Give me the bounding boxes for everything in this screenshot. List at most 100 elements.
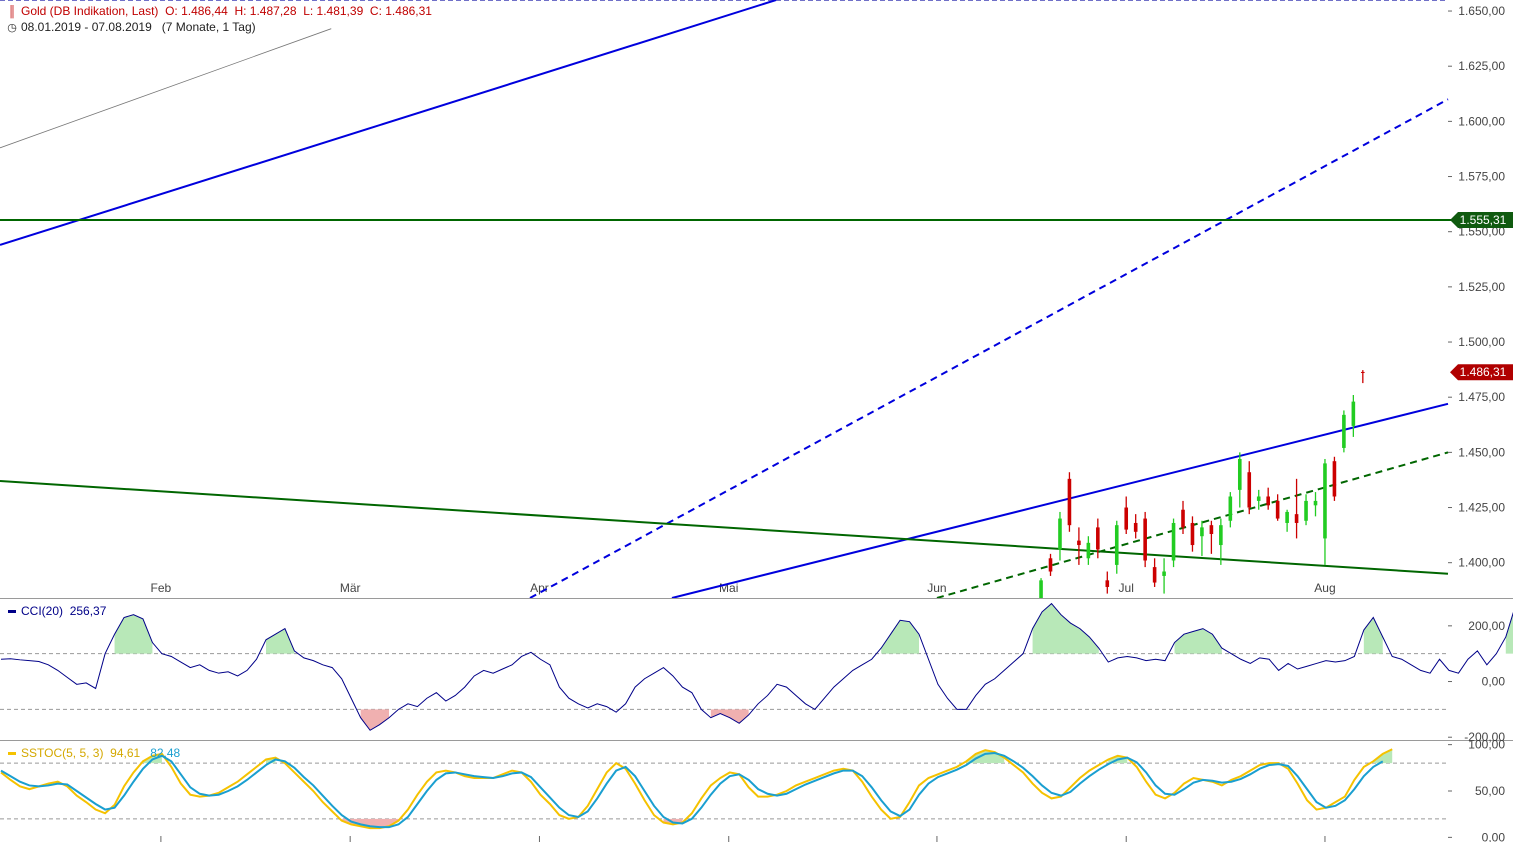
- trendlines: [0, 0, 1449, 598]
- period-label: (7 Monate, 1 Tag): [161, 20, 256, 34]
- cci-legend: CCI(20) 256,37: [8, 604, 106, 618]
- month-label: Jun: [927, 581, 946, 595]
- month-label: Apr: [530, 581, 549, 595]
- stoch-swatch: [8, 752, 16, 756]
- month-label: Aug: [1314, 581, 1335, 595]
- candle-body: [1237, 458, 1242, 490]
- trendline: [0, 0, 777, 246]
- stoch-tick-label: 0,00: [1482, 830, 1506, 842]
- cci-line: [0, 602, 1513, 731]
- month-label: Jul: [1119, 581, 1134, 595]
- price-tick-label: 1.625,00: [1458, 59, 1505, 73]
- price-tick-label: 1.575,00: [1458, 170, 1505, 184]
- cci-fill-overbought: [1363, 617, 1383, 654]
- cci-fill-oversold: [710, 709, 749, 724]
- candle-body: [1342, 414, 1346, 448]
- price-tick-label: 1.600,00: [1458, 114, 1505, 128]
- candle-body: [1285, 511, 1289, 523]
- candle-body: [1124, 507, 1129, 530]
- candle-body: [1171, 522, 1176, 561]
- instrument-name: Gold (DB Indikation, Last): [21, 4, 159, 18]
- candle-body: [1162, 571, 1166, 576]
- stoch-fill-overbought: [1373, 749, 1393, 764]
- candle-body: [1096, 527, 1100, 550]
- cci-fill-oversold: [360, 709, 390, 731]
- cci-tick-label: 200,00: [1468, 619, 1505, 633]
- price-tick-label: 1.650,00: [1458, 4, 1505, 18]
- candle-body: [1219, 525, 1223, 546]
- candle-body: [1266, 496, 1270, 506]
- candle-body: [1114, 525, 1119, 565]
- candle-body: [1228, 496, 1233, 521]
- candle-body: [1209, 525, 1214, 535]
- candle-body: [1152, 567, 1157, 583]
- level-badge: [1450, 211, 1513, 228]
- cci-name: CCI(20): [21, 604, 64, 618]
- candle-body: [1304, 500, 1308, 521]
- candle-body: [1361, 371, 1365, 373]
- price-tick-label: 1.450,00: [1458, 445, 1505, 459]
- month-label: Mär: [340, 581, 361, 595]
- candle-body: [1200, 527, 1204, 537]
- stoch-line-d: [0, 751, 1384, 829]
- trendline: [0, 480, 1449, 575]
- candle-body: [1313, 500, 1318, 506]
- candle-body: [1247, 472, 1252, 508]
- stoch-tick-label: 100,00: [1468, 738, 1505, 752]
- candlestick-icon: ║: [8, 6, 16, 18]
- ohlc-low: L: 1.481,39: [303, 4, 364, 18]
- stoch-line-k: [0, 748, 1393, 830]
- candle-body: [1323, 463, 1327, 539]
- cci-fill-overbought: [1032, 603, 1099, 654]
- candle-body: [1351, 401, 1356, 426]
- cci-fill-overbought: [1174, 628, 1222, 654]
- cci-tick-label: 0,00: [1482, 675, 1506, 689]
- candle-body: [1181, 509, 1185, 528]
- price-tick-label: 1.425,00: [1458, 501, 1505, 515]
- stoch-legend: SSTOC(5, 5, 3) 94,61 82,48: [8, 746, 180, 760]
- stoch-fill-oversold: [341, 818, 399, 829]
- trendline: [671, 402, 1449, 598]
- candle-body: [1190, 522, 1195, 546]
- candle-body: [1294, 514, 1299, 523]
- candle-body: [1048, 558, 1053, 572]
- candle-body: [1143, 518, 1147, 561]
- candle-body: [1077, 540, 1081, 546]
- date-range: 08.01.2019 - 07.08.2019: [21, 20, 152, 34]
- cci-fill-overbought: [881, 620, 920, 654]
- ohlc-open: O: 1.486,44: [165, 4, 228, 18]
- price-tick-label: 1.475,00: [1458, 390, 1505, 404]
- cci-value: 256,37: [69, 604, 107, 618]
- candle-body: [1332, 461, 1337, 497]
- last-price-badge: [1450, 364, 1513, 381]
- candle-body: [1256, 496, 1261, 501]
- cci-fill-overbought: [114, 614, 153, 654]
- price-tick-label: 1.500,00: [1458, 335, 1505, 349]
- cci-tick-label: -200,00: [1464, 730, 1505, 744]
- candles: [1039, 370, 1365, 598]
- candle-body: [1067, 478, 1072, 526]
- candle-body: [1086, 542, 1091, 559]
- cci-fill-overbought: [1505, 613, 1513, 654]
- ohlc-close: C: 1.486,31: [369, 4, 432, 18]
- price-tick-label: 1.525,00: [1458, 280, 1505, 294]
- stoch-tick-label: 50,00: [1475, 784, 1505, 798]
- trendline: [529, 98, 1449, 598]
- ohlc-high: H: 1.487,28: [234, 4, 297, 18]
- stoch-d-value: 82,48: [150, 746, 181, 760]
- month-label: Feb: [151, 581, 172, 595]
- price-tick-label: 1.550,00: [1458, 225, 1505, 239]
- price-tick-label: 1.400,00: [1458, 556, 1505, 570]
- stoch-name: SSTOC(5, 5, 3): [21, 746, 104, 760]
- instrument-info: ║ Gold (DB Indikation, Last) O: 1.486,44 …: [6, 4, 432, 18]
- candle-body: [1133, 522, 1138, 532]
- candle-body: [1058, 518, 1062, 550]
- candle-body: [1105, 580, 1110, 587]
- stoch-k-value: 94,61: [110, 746, 141, 760]
- last-price-label: 1.486,31: [1460, 365, 1507, 379]
- date-info: ◷ 08.01.2019 - 07.08.2019 (7 Monate, 1 Ta…: [6, 20, 256, 34]
- candle-body: [1275, 500, 1280, 519]
- candle-body: [1039, 580, 1043, 598]
- clock-icon: ◷: [7, 22, 17, 34]
